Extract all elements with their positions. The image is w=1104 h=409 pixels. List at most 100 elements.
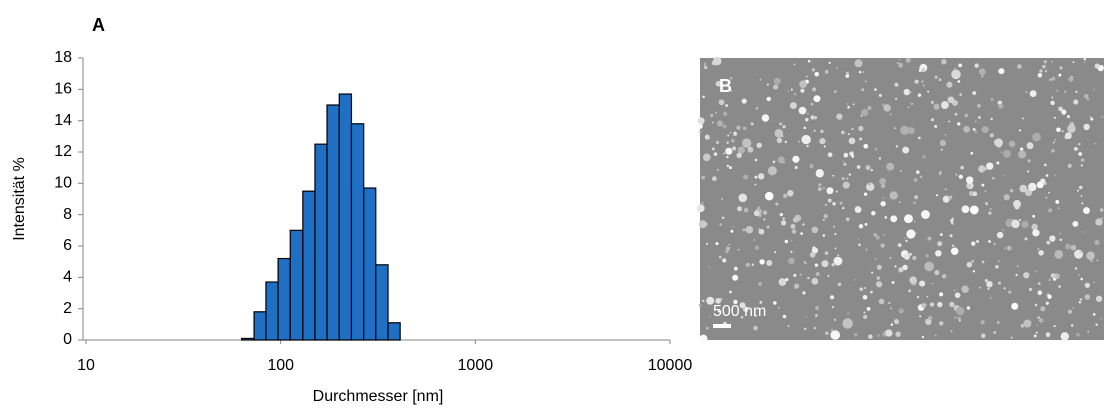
particle <box>989 208 992 211</box>
particle <box>859 137 863 141</box>
particle <box>722 111 728 116</box>
bar <box>350 123 365 341</box>
x-axis-label: Durchmesser [nm] <box>313 388 444 405</box>
particle <box>900 125 910 135</box>
particle <box>987 287 990 290</box>
particle <box>951 222 954 225</box>
particle <box>787 190 794 197</box>
particle <box>722 152 726 155</box>
particle <box>1017 64 1022 69</box>
particle <box>1032 229 1040 237</box>
particle <box>957 122 961 126</box>
particle <box>984 190 987 193</box>
particle <box>953 67 957 70</box>
particle <box>937 301 943 308</box>
particle <box>742 138 752 148</box>
particle <box>921 80 924 83</box>
particle <box>935 194 939 197</box>
particle <box>858 243 861 247</box>
particle <box>1093 281 1095 284</box>
particle <box>966 261 973 268</box>
particle <box>993 331 997 334</box>
particle <box>907 127 915 135</box>
particle <box>1027 159 1031 163</box>
particle <box>737 206 743 212</box>
particle <box>874 88 877 91</box>
particle <box>924 261 934 272</box>
particle <box>861 88 865 92</box>
particle <box>1038 318 1044 323</box>
particle <box>773 77 781 85</box>
particle <box>775 202 779 206</box>
particle <box>733 266 738 271</box>
particle <box>897 243 902 247</box>
particle <box>918 136 921 140</box>
particle <box>1032 214 1036 218</box>
particle <box>812 87 817 92</box>
particle <box>1048 278 1052 282</box>
particle <box>814 314 818 317</box>
particle <box>756 142 762 148</box>
particle <box>972 270 976 273</box>
particle <box>889 113 892 116</box>
particle <box>722 124 727 129</box>
particle <box>961 285 969 293</box>
particle <box>950 247 959 256</box>
particle <box>859 287 864 291</box>
particle <box>929 302 935 307</box>
particle <box>774 129 784 138</box>
particle <box>996 161 1000 165</box>
particle <box>998 260 1000 263</box>
particle <box>998 68 1005 75</box>
particle <box>931 282 934 285</box>
particle <box>764 191 774 201</box>
particle <box>1070 324 1074 327</box>
particle <box>1078 301 1082 304</box>
particle <box>831 305 835 309</box>
particle <box>1099 208 1104 212</box>
particle <box>842 131 846 134</box>
particle <box>903 253 910 260</box>
particle <box>1003 194 1010 201</box>
particle <box>750 122 754 126</box>
particle <box>1021 220 1029 229</box>
particle <box>984 278 988 283</box>
y-tick-label: 8 <box>63 206 72 223</box>
particle <box>1044 70 1048 73</box>
particle <box>833 90 837 94</box>
particle <box>996 321 1000 324</box>
particle <box>905 239 908 242</box>
particle <box>941 274 947 279</box>
particle <box>732 274 739 281</box>
particle <box>1083 207 1090 214</box>
particle <box>777 306 780 309</box>
particle <box>849 151 854 156</box>
particle <box>854 59 863 68</box>
particle <box>864 287 867 290</box>
particle <box>1032 132 1041 142</box>
particle <box>880 243 885 248</box>
particle <box>729 290 732 294</box>
particle <box>753 325 758 331</box>
particle <box>986 280 993 288</box>
particle <box>841 176 845 181</box>
particle <box>814 71 819 77</box>
particle <box>1043 163 1047 167</box>
particle <box>970 151 974 155</box>
particle <box>873 233 878 237</box>
x-tick-label: 10 <box>77 357 95 374</box>
particle <box>1050 273 1056 279</box>
particle <box>1095 323 1098 326</box>
particle <box>984 201 989 206</box>
particle <box>1067 163 1072 168</box>
particle <box>1077 189 1079 192</box>
particle <box>706 296 715 305</box>
particle <box>747 146 754 153</box>
particle <box>875 235 880 240</box>
particle <box>833 225 836 228</box>
particle <box>927 236 932 241</box>
particle <box>1037 72 1043 78</box>
particle <box>944 188 947 191</box>
particle <box>807 112 809 115</box>
y-tick-label: 12 <box>54 143 72 160</box>
